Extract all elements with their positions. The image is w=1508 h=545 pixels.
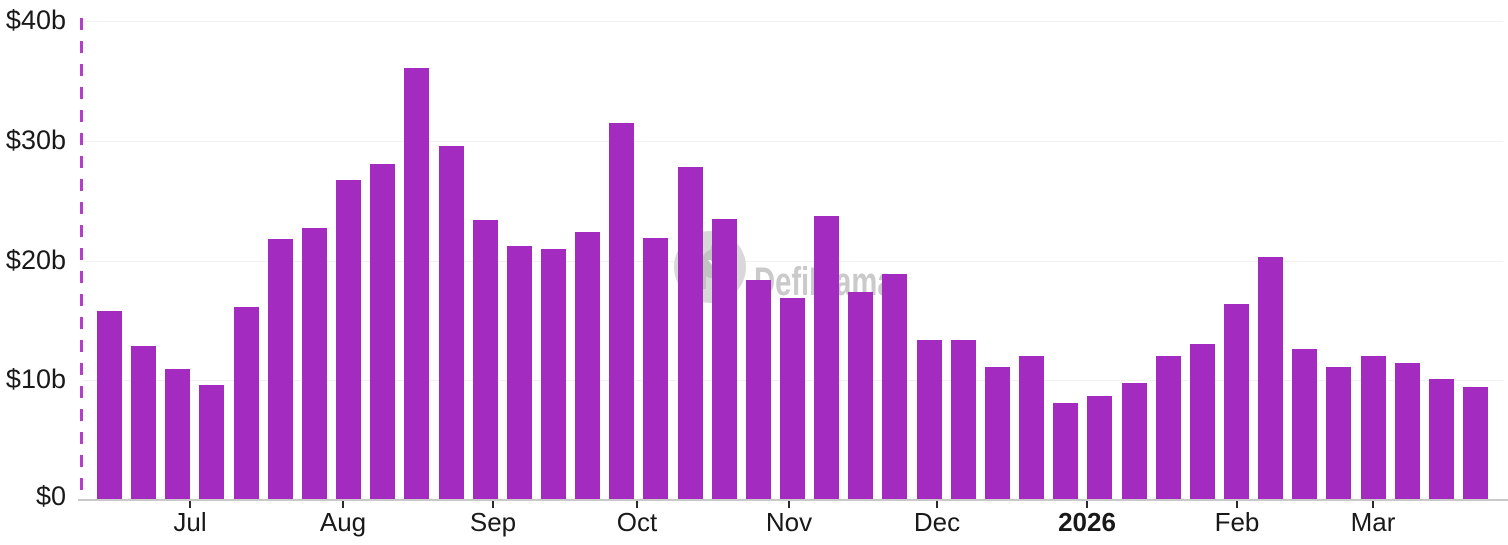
bar[interactable] [848,292,873,500]
bar[interactable] [165,369,190,500]
bar[interactable] [268,239,293,500]
bar[interactable] [199,385,224,500]
bar[interactable] [370,164,395,500]
bar[interactable] [131,346,156,500]
y-axis-dashed-line [80,18,83,500]
x-axis-tick-label: Dec [913,507,961,537]
bar[interactable] [643,238,668,500]
bar[interactable] [1224,304,1249,500]
x-axis-tick-label: Nov [765,507,813,537]
x-axis-tick [788,501,790,508]
bar[interactable] [1122,383,1147,500]
bar[interactable] [1326,367,1351,500]
x-axis-tick-label: Jul [173,507,207,537]
x-axis-tick [1372,501,1374,508]
x-axis-tick-label: Sep [469,507,517,537]
x-axis-tick-label: Feb [1214,507,1260,537]
x-axis-tick [342,501,344,508]
bar[interactable] [1258,257,1283,500]
bar[interactable] [917,340,942,500]
bar[interactable] [882,274,907,500]
bar[interactable] [1361,356,1386,500]
bar[interactable] [473,220,498,500]
bar[interactable] [439,146,464,500]
x-axis-tick-label: 2026 [1058,507,1116,537]
bar[interactable] [814,216,839,500]
bar[interactable] [1292,349,1317,500]
x-axis-tick [636,501,638,508]
y-axis-tick-label: $0 [35,480,66,511]
y-axis-tick-label: $10b [5,363,66,394]
y-axis-tick-label: $40b [5,4,66,35]
bar[interactable] [1190,344,1215,500]
y-axis-tick-label: $30b [5,124,66,155]
bar[interactable] [1053,403,1078,500]
bar[interactable] [1019,356,1044,500]
bar[interactable] [336,180,361,500]
bar[interactable] [97,311,122,500]
bar[interactable] [234,307,259,500]
x-axis-tick [936,501,938,508]
x-axis-tick [492,501,494,508]
bar[interactable] [404,68,429,500]
y-axis-tick-label: $20b [5,244,66,275]
bar[interactable] [951,340,976,500]
gridline [83,261,1503,262]
bar[interactable] [712,219,737,500]
bar[interactable] [507,246,532,500]
x-axis-line [78,499,1508,501]
gridline [83,21,1503,22]
x-axis-tick [1236,501,1238,508]
bar[interactable] [1156,356,1181,500]
bar[interactable] [678,167,703,500]
bar[interactable] [780,298,805,500]
x-axis-tick [1086,501,1088,508]
x-axis-tick [189,501,191,508]
bar[interactable] [1463,387,1488,500]
bar[interactable] [746,280,771,500]
bar[interactable] [302,228,327,500]
x-axis-tick-label: Aug [319,507,367,537]
x-axis-tick-label: Oct [616,507,658,537]
bar[interactable] [1395,363,1420,500]
bar[interactable] [541,249,566,500]
bar[interactable] [1087,396,1112,500]
bar[interactable] [1429,379,1454,500]
bar[interactable] [609,123,634,500]
bar[interactable] [985,367,1010,500]
x-axis-tick-label: Mar [1350,507,1396,537]
gridline [83,141,1503,142]
bar[interactable] [575,232,600,500]
